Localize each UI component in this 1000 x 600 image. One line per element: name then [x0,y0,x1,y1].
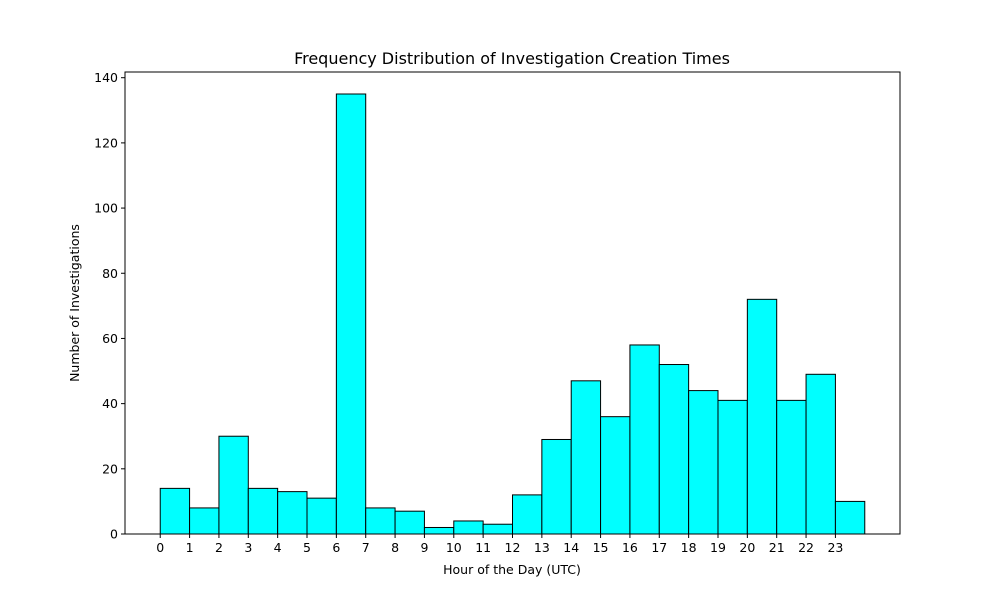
y-tick-label: 0 [110,527,118,542]
bar-hour-18 [688,390,719,535]
bar-hour-6 [335,93,367,535]
x-tick-label: 6 [332,540,340,555]
y-axis-label: Number of Investigations [67,224,82,382]
bar-hour-15 [600,416,631,535]
x-tick-label: 4 [274,540,282,555]
x-tick-label: 22 [798,540,814,555]
bar-hour-9 [423,526,455,535]
x-tick-label: 8 [391,540,399,555]
x-tick-label: 11 [475,540,491,555]
bar-hour-21 [776,399,807,535]
x-tick-label: 2 [215,540,223,555]
x-tick-label: 0 [156,540,164,555]
x-tick-label: 5 [303,540,311,555]
y-tick-label: 80 [102,266,118,281]
x-axis: 0 1 2 3 4 5 6 7 8 9 10 11 12 13 14 15 16 17 18 19 20 21 22 23 [156,534,843,555]
bar-hour-11 [482,523,514,535]
y-axis: 0 20 40 60 80 100 120 140 [94,70,125,542]
x-tick-label: 15 [593,540,609,555]
y-tick-label: 60 [102,331,118,346]
x-tick-label: 1 [186,540,194,555]
x-tick-label: 13 [534,540,550,555]
y-tick-label: 140 [94,70,118,85]
bar-hour-7 [365,507,396,535]
bar-hour-17 [658,364,690,535]
x-tick-label: 12 [505,540,521,555]
x-tick-label: 21 [769,540,785,555]
bar-hour-14 [570,380,602,535]
x-tick-label: 9 [420,540,428,555]
bar-hour-16 [629,344,660,535]
bar-hour-2 [218,435,249,535]
bar-hour-5 [306,497,337,535]
bar-hour-3 [247,487,279,535]
bar-hour-0 [159,487,191,535]
x-tick-label: 7 [362,540,370,555]
y-tick-label: 100 [94,201,118,216]
bar-hour-10 [453,520,484,535]
y-tick-label: 40 [102,396,118,411]
x-tick-label: 18 [681,540,697,555]
x-tick-label: 14 [563,540,579,555]
bar-hour-1 [189,507,220,535]
x-tick-label: 17 [651,540,667,555]
x-tick-label: 10 [446,540,462,555]
bar-hour-22 [805,373,836,535]
x-tick-label: 20 [739,540,755,555]
x-tick-label: 23 [827,540,843,555]
bars-group [159,93,866,535]
bar-hour-13 [541,438,572,535]
y-tick-label: 20 [102,461,118,476]
x-tick-label: 3 [244,540,252,555]
bar-hour-23 [834,500,866,535]
bar-hour-12 [512,494,543,535]
x-axis-label: Hour of the Day (UTC) [443,562,581,577]
x-tick-label: 19 [710,540,726,555]
y-tick-label: 120 [94,135,118,150]
bar-hour-19 [717,399,748,535]
chart-title: Frequency Distribution of Investigation … [294,49,730,68]
bar-hour-4 [277,491,308,535]
bar-hour-20 [746,298,778,535]
bar-hour-8 [394,510,425,535]
x-tick-label: 16 [622,540,638,555]
